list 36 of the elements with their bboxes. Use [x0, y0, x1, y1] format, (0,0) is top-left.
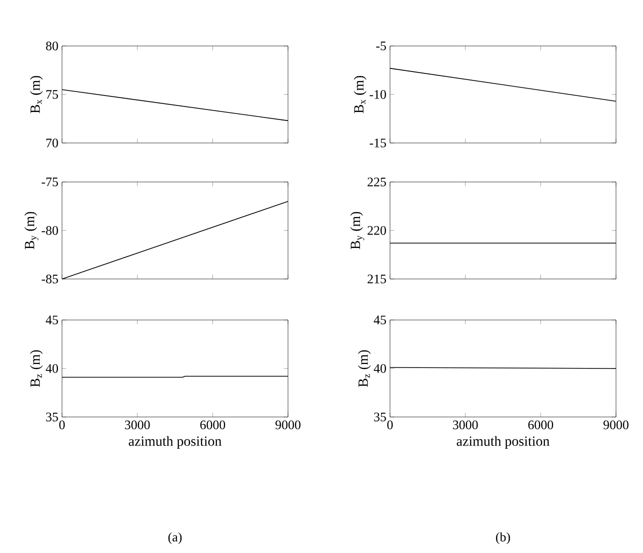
x-tick-label: 6000: [200, 420, 226, 430]
y-tick-label: -10: [370, 90, 386, 99]
text: (a): [168, 532, 182, 544]
y-tick-label: -75: [42, 178, 58, 186]
y-tick-label: 215: [368, 274, 386, 284]
x-tick-label: 0: [387, 420, 393, 430]
y-tick-label: 45: [374, 316, 386, 324]
y-axis-title: B$_{y}$ (m): [350, 212, 364, 250]
y-tick-label: 225: [368, 178, 386, 186]
x-axis-title: azimuth position: [128, 436, 222, 449]
y-axis-title: B$_{z}$ (m): [358, 350, 371, 387]
y-tick-label: 220: [368, 226, 386, 235]
x-tick-label: 9000: [275, 420, 300, 430]
y-tick-label: -15: [370, 138, 386, 148]
x-tick-label: 3000: [453, 420, 478, 430]
y-tick-label: 40: [374, 364, 386, 373]
y-tick-label: 35: [46, 412, 58, 422]
x-axis-title: azimuth position: [456, 436, 550, 449]
y-tick-label: 40: [46, 364, 58, 373]
x-tick-label: 9000: [603, 420, 628, 430]
x-tick-label: 0: [59, 420, 65, 430]
y-tick-label: -5: [376, 42, 386, 50]
y-tick-label: 80: [46, 42, 58, 50]
y-tick-label: 70: [46, 138, 58, 148]
y-axis-title: B$_{z}$ (m): [30, 350, 43, 387]
x-tick-label: 6000: [528, 420, 554, 430]
text: (b): [496, 532, 510, 544]
y-tick-label: 35: [374, 412, 386, 422]
y-axis-title: B$_{x}$ (m): [354, 76, 366, 114]
y-tick-label: 75: [46, 90, 58, 99]
y-tick-label: -80: [42, 226, 58, 235]
y-tick-label: 45: [46, 316, 58, 324]
x-tick-label: 3000: [125, 420, 150, 430]
y-tick-label: -85: [42, 274, 58, 284]
y-axis-title: B$_{x}$ (m): [30, 76, 43, 114]
y-axis-title: B$_{y}$ (m): [24, 212, 38, 250]
